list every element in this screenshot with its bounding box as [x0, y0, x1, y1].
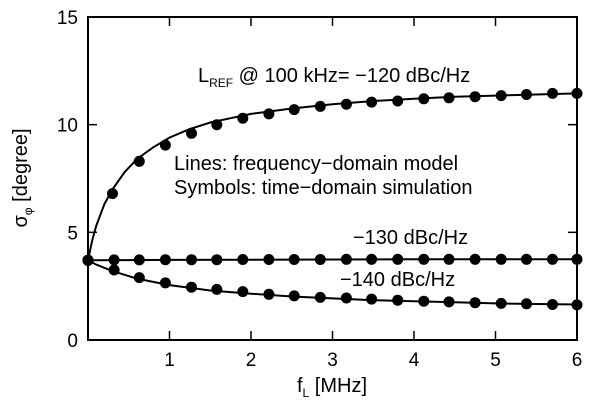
series-1-point-3 — [159, 254, 171, 266]
series-1-point-2 — [133, 254, 145, 266]
annotation-minus-130: −130 dBc/Hz — [353, 227, 468, 249]
x-axis-label: fL [MHz] — [297, 375, 367, 400]
series-1-point-9 — [314, 254, 326, 265]
series-2-point-3 — [159, 277, 171, 289]
x-tick-label-5: 6 — [572, 350, 583, 371]
series-0-point-19 — [571, 87, 583, 99]
series-2-point-8 — [288, 290, 300, 302]
x-tick-label-2: 3 — [327, 350, 338, 371]
series-line-0 — [87, 92, 578, 261]
series-0-point-18 — [547, 87, 558, 99]
series-2-point-9 — [314, 291, 326, 303]
annotation-ref-level: LREF @ 100 kHz= −120 dBc/Hz — [198, 65, 470, 90]
series-2-point-16 — [495, 297, 507, 309]
series-0-point-10 — [340, 98, 352, 110]
series-2-point-14 — [443, 296, 455, 308]
series-2-point-13 — [418, 295, 430, 307]
series-points — [82, 87, 583, 311]
series-1-point-14 — [443, 253, 455, 265]
series-2-point-7 — [263, 288, 275, 300]
series-0-point-12 — [392, 95, 404, 107]
series-1-point-11 — [366, 253, 378, 265]
series-2-point-11 — [366, 293, 378, 305]
series-1-point-4 — [186, 254, 197, 266]
series-1-point-17 — [521, 253, 532, 265]
series-0-point-3 — [159, 139, 171, 151]
y-tick-label-3: 15 — [57, 8, 78, 29]
series-2-point-6 — [237, 286, 249, 298]
series-0-point-6 — [237, 112, 249, 124]
annotation-minus-140: −140 dBc/Hz — [340, 269, 455, 291]
series-1-point-5 — [211, 254, 223, 266]
series-2-point-18 — [547, 299, 558, 310]
series-1-point-12 — [392, 253, 404, 265]
annotation-lines-note: Lines: frequency−domain model — [174, 153, 458, 175]
series-1-point-10 — [340, 253, 352, 265]
series-0-point-4 — [186, 127, 197, 139]
series-0-point-11 — [366, 96, 378, 108]
series-0-point-1 — [107, 188, 118, 200]
series-0-point-15 — [469, 91, 481, 103]
x-tick-label-1: 2 — [246, 350, 257, 371]
series-2-point-0 — [82, 254, 94, 266]
x-tick-label-3: 4 — [409, 350, 420, 371]
series-2-point-5 — [211, 283, 223, 295]
x-tick-label-0: 1 — [164, 350, 175, 371]
y-tick-label-0: 0 — [67, 331, 78, 352]
series-2-point-4 — [186, 281, 197, 293]
series-0-point-9 — [314, 100, 326, 112]
series-1-point-1 — [108, 254, 120, 266]
annotation-symbols-note: Symbols: time−domain simulation — [174, 177, 472, 199]
series-1-point-7 — [263, 254, 275, 265]
series-0-point-8 — [288, 104, 300, 116]
series-0-point-2 — [133, 155, 145, 167]
series-1-point-13 — [418, 253, 430, 265]
series-2-point-15 — [469, 297, 481, 309]
y-axis-label: σφ [degree] — [10, 128, 35, 227]
y-tick-label-2: 10 — [57, 116, 78, 137]
series-1-point-18 — [547, 253, 558, 265]
series-1-point-15 — [469, 253, 481, 265]
series-0-point-16 — [495, 90, 507, 102]
series-0-point-17 — [521, 89, 532, 100]
series-1-point-6 — [237, 254, 249, 265]
series-2-point-10 — [340, 292, 352, 304]
x-tick-label-4: 5 — [490, 350, 501, 371]
series-0-point-14 — [443, 92, 455, 104]
series-1-point-8 — [288, 254, 300, 265]
series-2-point-1 — [108, 264, 120, 276]
y-tick-label-1: 5 — [67, 223, 78, 244]
series-2-point-19 — [571, 299, 583, 311]
series-1-point-16 — [495, 253, 507, 265]
series-0-point-13 — [418, 93, 430, 105]
tick-labels: 1 2 3 4 5 6 0 5 10 15 — [57, 8, 582, 371]
series-0-point-7 — [263, 108, 275, 120]
series-2-point-2 — [133, 272, 145, 284]
series-2-point-12 — [392, 294, 404, 306]
axis-ticks — [88, 16, 578, 341]
series-0-point-5 — [211, 119, 223, 131]
series-1-point-19 — [571, 253, 583, 265]
series-2-point-17 — [521, 298, 532, 310]
